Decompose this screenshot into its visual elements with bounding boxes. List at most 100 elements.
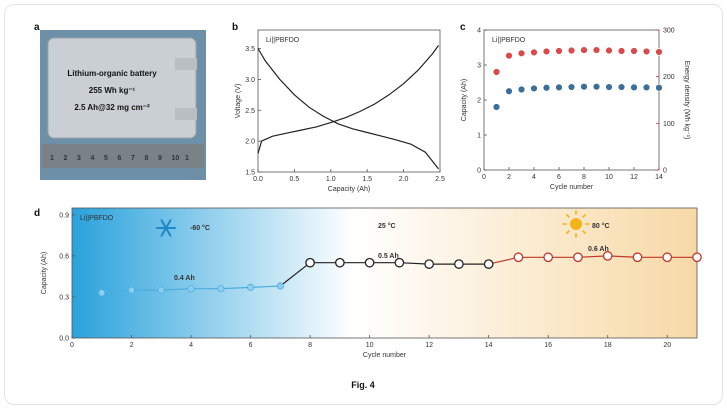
x-tick-label: 2.5 — [435, 176, 445, 183]
energy-density-point — [630, 47, 638, 55]
capacity-point — [492, 103, 501, 111]
capacity-line — [488, 255, 697, 265]
energy-density-point — [580, 46, 588, 54]
panel-a-letter: a — [34, 22, 40, 33]
y-tick-label: 3 — [477, 63, 481, 70]
capacity-point — [187, 285, 195, 293]
energy-density-point — [555, 47, 563, 55]
capacity-point — [567, 83, 576, 91]
y-tick-label: 3.0 — [245, 77, 255, 84]
energy-density-point — [505, 51, 513, 60]
energy-density-point — [517, 49, 526, 58]
ruler-digit: 7 — [131, 155, 135, 162]
capacity-point — [632, 252, 643, 263]
x-tick-label: 10 — [366, 342, 374, 349]
battery-tab-bottom — [175, 108, 197, 120]
battery-label-line3: 2.5 Ah@32 mg cm⁻² — [74, 103, 150, 112]
capacity-point — [543, 252, 554, 263]
x-tick-label: 0 — [70, 342, 74, 349]
legend-label: Li||PBFDO — [80, 215, 114, 222]
capacity-point — [98, 289, 106, 297]
legend-label: Li||PBFDO — [492, 37, 526, 44]
x-tick-label: 0.5 — [290, 176, 300, 183]
x-tick-label: 2.0 — [399, 176, 409, 183]
capacity-point — [276, 282, 284, 290]
room-temperature-label: 25 °C — [378, 222, 396, 230]
capacity-point — [617, 83, 626, 91]
battery-pouch — [47, 37, 197, 139]
chart-d: 0 2 4 6 8 10 12 14 16 18 20 0.0 0.3 0.6 0.9 Cycle numbe… — [41, 207, 702, 359]
y-tick-label: 0.9 — [59, 212, 69, 219]
y-tick-label: 1 — [477, 133, 481, 140]
y-axis-label: Capacity (Ah) — [461, 79, 468, 121]
panel-d: d 0 2 4 6 8 10 12 14 16 18 20 0.0 0.3 0.6 0.9 Cycle num… — [34, 207, 702, 359]
voltage-curve — [257, 45, 439, 154]
energy-density-point — [492, 68, 501, 76]
capacity-point — [605, 83, 613, 91]
ruler-digits: 1 2 3 4 5 6 7 8 9 10 1 — [50, 155, 189, 162]
x-tick-label: 4 — [189, 342, 193, 349]
x-tick-label: 12 — [630, 174, 638, 181]
panel-d-letter: d — [34, 208, 40, 219]
x-tick-label: 1.0 — [326, 176, 336, 183]
y-tick-label: 0 — [477, 168, 481, 175]
y-tick-label: 0.0 — [59, 336, 69, 343]
capacity-point — [424, 259, 434, 269]
ruler — [42, 144, 204, 168]
capacity-point — [305, 257, 315, 268]
capacity-point — [655, 84, 663, 92]
snowflake-icon — [156, 219, 176, 237]
y-axis-label: Capacity (Ah) — [41, 252, 48, 294]
capacity-point — [217, 285, 225, 293]
y-tick-label: 2.0 — [245, 139, 255, 146]
energy-density-point — [617, 47, 626, 55]
x-tick-label: 8 — [308, 342, 312, 349]
battery-label-line1: Lithium-organic battery — [67, 69, 157, 78]
capacity-point — [483, 259, 494, 269]
x-tick-label: 0.0 — [253, 176, 263, 183]
capacity-point — [505, 87, 513, 95]
battery-label-line2: 255 Wh kg⁻¹ — [89, 86, 136, 95]
x-tick-label: 8 — [582, 174, 586, 181]
temperature-gradient-background — [72, 208, 697, 338]
capacity-point — [454, 259, 464, 269]
ruler-digit: 10 — [172, 155, 180, 162]
energy-density-point — [642, 47, 651, 56]
x-tick-label: 1.5 — [362, 176, 372, 183]
energy-density-point — [592, 46, 601, 54]
sun-icon — [562, 210, 590, 238]
capacity-point — [662, 252, 673, 263]
capacity-point — [580, 82, 588, 91]
y-tick-label: 0.3 — [59, 294, 69, 301]
y-axis-label: Voltage (V) — [235, 84, 242, 119]
panel-a: a Lithium-organic battery 255 Wh kg⁻¹ 2.… — [34, 22, 206, 180]
chart-b: 0.0 0.5 1.0 1.5 2.0 2.5 1.5 2.0 2.5 3.0 3.5 Capacit… — [235, 29, 445, 193]
capacity-point — [364, 257, 375, 268]
y-tick-label: 4 — [477, 28, 481, 35]
y-tick-label: 0.6 — [59, 253, 69, 260]
capacity-point — [530, 84, 538, 93]
capacity-point — [513, 252, 524, 263]
ruler-digit: 1 — [50, 155, 54, 162]
capacity-point — [517, 85, 526, 94]
y-tick-label: 1.5 — [245, 170, 255, 177]
y2-tick-label: 0 — [663, 168, 667, 175]
cold-temperature-label: -60 °C — [190, 224, 210, 232]
energy-density-point — [530, 48, 538, 57]
capacity-point — [246, 283, 255, 291]
ruler-digit: 3 — [77, 155, 81, 162]
x-axis-label: Cycle number — [363, 352, 407, 359]
energy-density-point — [655, 48, 663, 56]
y2-tick-label: 100 — [663, 121, 675, 128]
y2-tick-label: 200 — [663, 74, 675, 81]
voltage-curve — [257, 48, 439, 170]
capacity-point — [542, 84, 551, 92]
x-tick-label: 6 — [249, 342, 253, 349]
x-tick-label: 2 — [507, 174, 511, 181]
plot-area-border — [71, 207, 698, 339]
x-tick-label: 20 — [663, 342, 671, 349]
panel-b-letter: b — [232, 22, 238, 33]
